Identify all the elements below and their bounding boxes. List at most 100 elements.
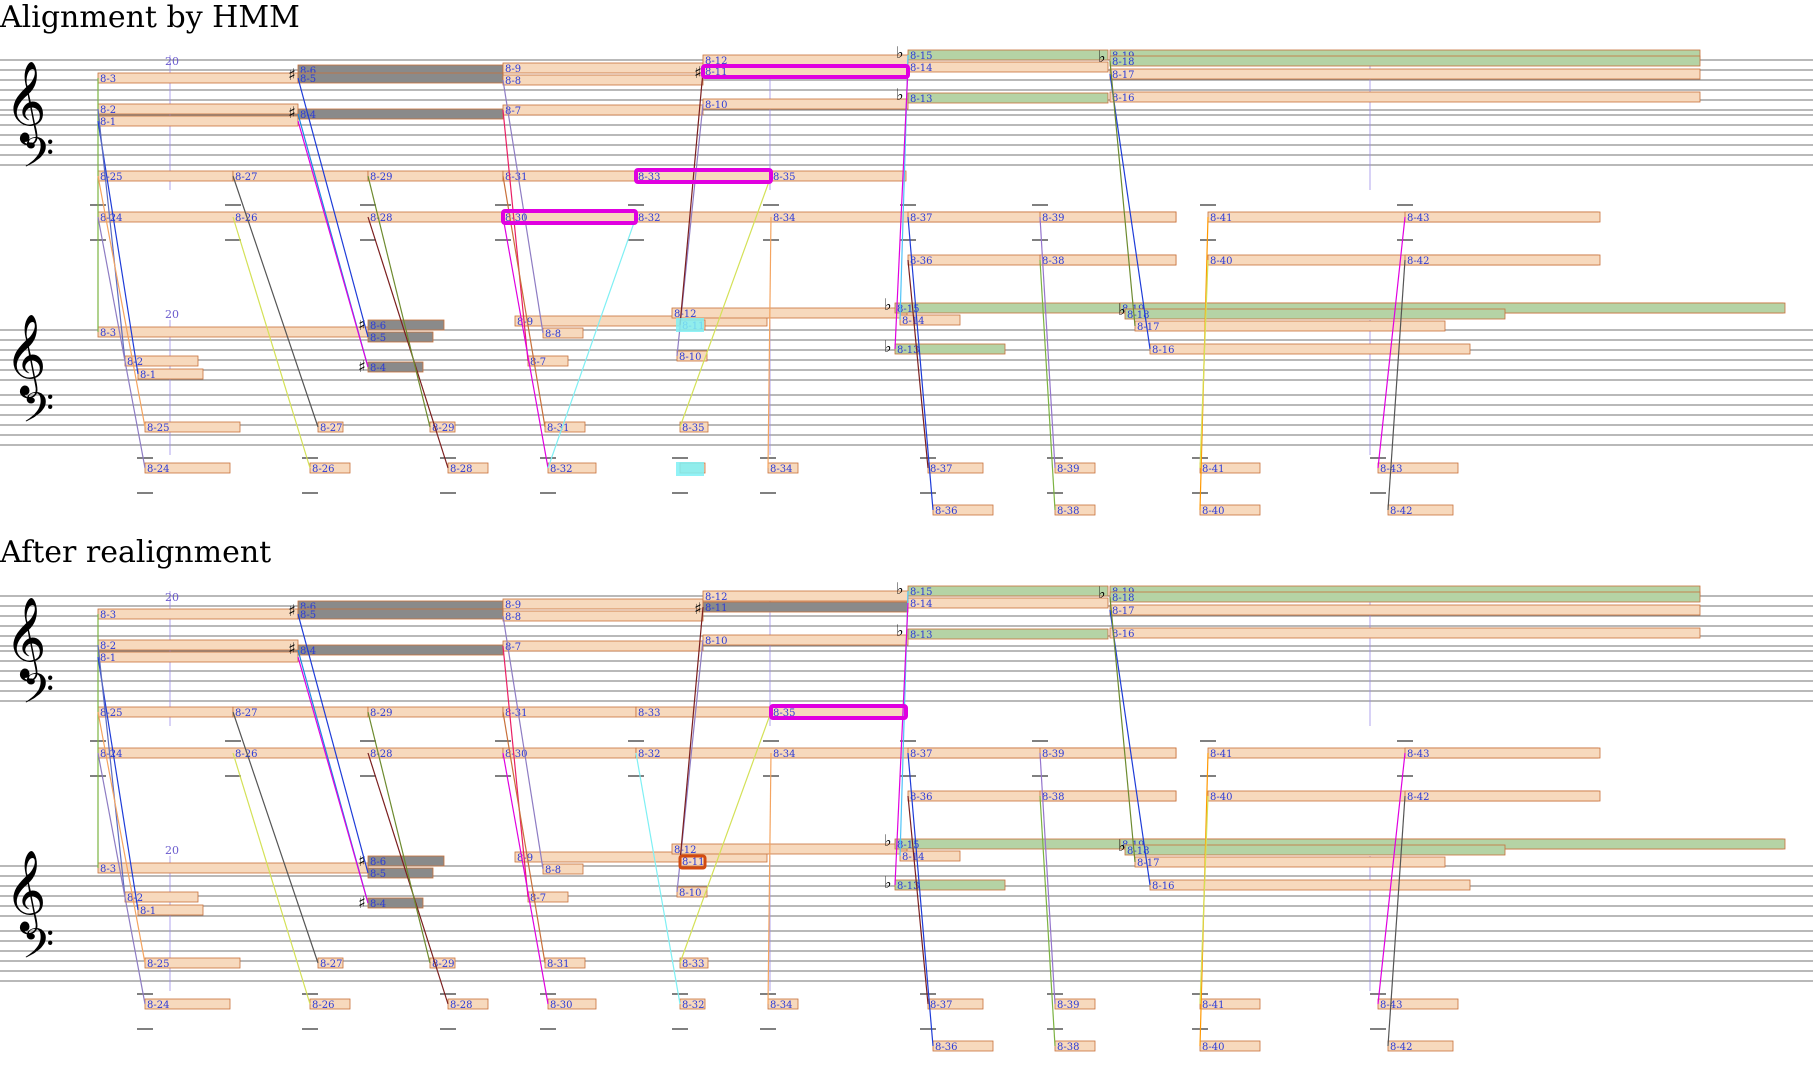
hmm-ref-note-8-25-label: 8-25: [100, 172, 122, 183]
realign-ref-note-8-42: [1404, 790, 1601, 802]
hmm-ref-flat-1: ♭: [896, 43, 904, 62]
realign-perf-note-8-3-label: 8-3: [100, 864, 116, 875]
realign-perf-note-8-34-label: 8-34: [770, 1000, 792, 1011]
hmm-perf-note-8-40-label: 8-40: [1202, 506, 1224, 517]
realign-ref-note-8-11-label: 8-11: [705, 603, 727, 614]
hmm-perf-note-8-1-label: 8-1: [140, 370, 156, 381]
realign-ref-flat-2: ♭: [896, 621, 904, 640]
realign-ref-label-8-26: 8-26: [235, 749, 257, 760]
realign-ref-flat-1: ♭: [896, 579, 904, 598]
realign-ref-note-8-30-label: 8-30: [505, 749, 527, 760]
panel-hmm: 𝄞𝄢2021228-38-28-18-68-58-48-98-88-78-128…: [0, 43, 1813, 517]
hmm-alignment-link-5: [232, 216, 311, 469]
hmm-ref-note-8-10: [702, 98, 909, 110]
hmm-perf-measure-number-20: 20: [165, 308, 179, 321]
hmm-ref-note-8-32-label: 8-32: [638, 213, 660, 224]
realign-ref-note-8-9-label: 8-9: [505, 600, 521, 611]
hmm-perf-note-8-31-label: 8-31: [547, 423, 569, 434]
realign-ref-note-8-10: [702, 634, 909, 646]
realign-alignment-link-20: [767, 752, 772, 1005]
realign-ref-label-8-28: 8-28: [370, 749, 392, 760]
hmm-alignment-link-12: [502, 79, 544, 334]
realign-alignment-link-24: [907, 795, 929, 1005]
realign-alignment-link-3: [97, 711, 146, 964]
realign-alignment-link-27: [1109, 609, 1151, 886]
hmm-alignment-link-23: [907, 216, 934, 511]
realign-perf-note-8-10-label: 8-10: [679, 888, 701, 899]
realign-ref-note-8-4: [297, 644, 504, 656]
realign-ref-note-8-43-label: 8-43: [1407, 749, 1429, 760]
hmm-alignment-link-19: [679, 175, 772, 428]
realign-perf-note-8-37-label: 8-37: [930, 1000, 952, 1011]
hmm-ref-note-8-9-label: 8-9: [505, 64, 521, 75]
realign-perf-note-8-25-label: 8-25: [147, 959, 169, 970]
realign-perf-note-8-42-label: 8-42: [1390, 1042, 1412, 1053]
hmm-perf-note-8-5-label: 8-5: [370, 333, 386, 344]
realign-perf-note-8-24-label: 8-24: [147, 1000, 169, 1011]
realign-perf-sharp-2: ♯: [358, 893, 366, 912]
hmm-perf-note-8-35-label: 8-35: [682, 423, 704, 434]
hmm-ref-note-8-18: [1109, 55, 1701, 67]
hmm-highlight-8-33: [634, 168, 773, 184]
realign-perf-note-8-15-label: 8-15: [897, 840, 919, 851]
hmm-ref-note-8-16-label: 8-16: [1112, 93, 1134, 104]
hmm-ref-note-8-35-label: 8-35: [773, 172, 795, 183]
hmm-ref-note-8-42: [1404, 254, 1601, 266]
hmm-ref-note-8-41-label: 8-41: [1210, 213, 1232, 224]
hmm-perf-note-8-9: [514, 315, 768, 327]
hmm-perf-note-8-18-label: 8-18: [1127, 310, 1149, 321]
realign-alignment-link-1: [97, 656, 139, 911]
hmm-perf-note-8-39-label: 8-39: [1057, 464, 1079, 475]
realign-alignment-link-9: [297, 656, 369, 904]
realign-alignment-link-22: [894, 602, 909, 886]
hmm-ref-note-8-27-label: 8-27: [235, 172, 257, 183]
hmm-ref-note-8-3-label: 8-3: [100, 74, 116, 85]
realign-ref-note-8-1-label: 8-1: [100, 653, 116, 664]
hmm-ref-flat-3: ♭: [1098, 47, 1106, 66]
realign-ref-treble-clef: 𝄞: [5, 596, 46, 681]
hmm-ref-sharp-2: ♯: [288, 103, 296, 122]
realign-perf-note-8-8-label: 8-8: [545, 865, 561, 876]
realign-perf-note-8-1-label: 8-1: [140, 906, 156, 917]
realign-ref-note-8-36-label: 8-36: [910, 792, 932, 803]
realign-ref-note-8-9: [502, 598, 704, 610]
realign-perf-note-8-29-label: 8-29: [432, 959, 454, 970]
realign-perf-note-8-12-label: 8-12: [674, 845, 696, 856]
hmm-alignment-link-32: [1387, 259, 1406, 511]
hmm-perf-bass-clef: 𝄢: [22, 384, 54, 442]
realign-ref-note-8-8-label: 8-8: [505, 612, 521, 623]
realign-ref-note-8-13: [907, 628, 1109, 640]
hmm-perf-note-8-34-label: 8-34: [770, 464, 792, 475]
hmm-ref-note-8-43: [1404, 211, 1601, 223]
hmm-perf-flat-2: ♭: [884, 337, 892, 356]
hmm-alignment-link-24: [907, 259, 929, 469]
hmm-perf-note-8-17: [1134, 320, 1446, 332]
realign-ref-note-8-18: [1109, 591, 1701, 603]
realign-ref-note-8-12-label: 8-12: [705, 592, 727, 603]
realign-perf-sharp-1: ♯: [358, 851, 366, 870]
hmm-ref-note-8-16: [1109, 91, 1701, 103]
realign-ref-sharp-2: ♯: [288, 639, 296, 658]
hmm-perf-note-8-42-label: 8-42: [1390, 506, 1412, 517]
realign-alignment-link-16: [635, 752, 681, 1005]
realign-ref-note-8-33-label: 8-33: [638, 708, 660, 719]
hmm-ref-note-8-17: [1109, 68, 1701, 80]
realign-perf-treble-clef: 𝄞: [5, 849, 46, 934]
hmm-ref-note-8-33-label: 8-33: [638, 172, 660, 183]
hmm-ref-label-8-34: 8-34: [773, 213, 795, 224]
hmm-ref-treble-clef: 𝄞: [5, 60, 46, 145]
realign-perf-note-8-31-label: 8-31: [547, 959, 569, 970]
hmm-perf-note-8-28-label: 8-28: [450, 464, 472, 475]
hmm-perf-note-8-38-label: 8-38: [1057, 506, 1079, 517]
realign-perf-note-8-32-label: 8-30: [550, 1000, 572, 1011]
realign-alignment-link-23: [907, 752, 934, 1047]
hmm-alignment-link-2: [97, 108, 126, 362]
realign-alignment-link-32: [1387, 795, 1406, 1047]
hmm-ref-note-8-18-label: 8-18: [1112, 57, 1134, 68]
hmm-ref-note-8-2: [97, 103, 299, 115]
hmm-ref-note-8-12-label: 8-12: [705, 56, 727, 67]
hmm-perf-sharp-2: ♯: [358, 357, 366, 376]
realign-perf-note-8-39-label: 8-39: [1057, 1000, 1079, 1011]
realign-ref-sharp-3: ♯: [694, 599, 702, 618]
realign-perf-note-8-2-label: 8-2: [127, 893, 143, 904]
